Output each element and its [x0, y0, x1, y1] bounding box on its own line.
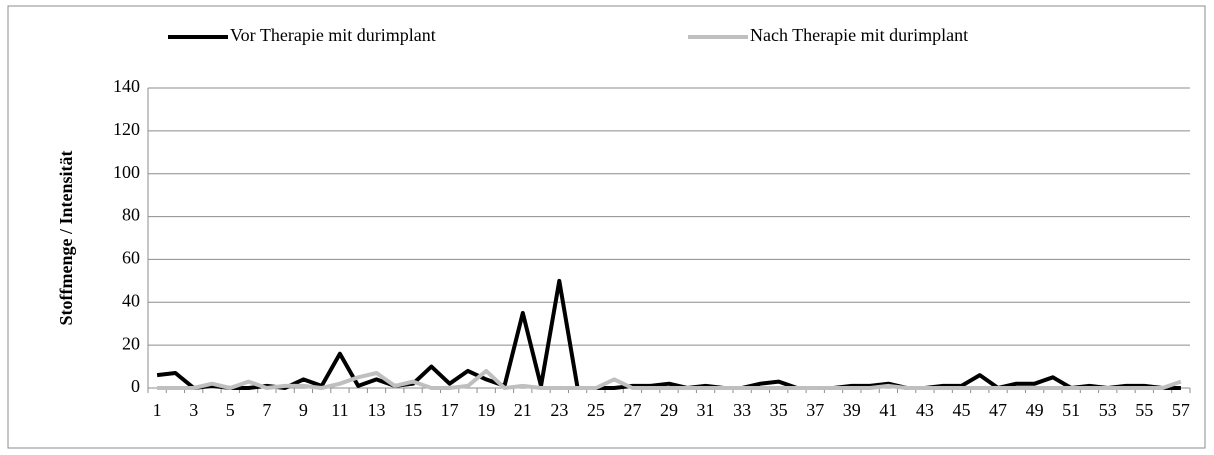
x-tick-label: 31 [697, 400, 715, 420]
x-tick-label: 9 [299, 400, 308, 420]
x-tick-label: 25 [587, 400, 605, 420]
y-tick-label: 60 [122, 248, 140, 268]
data-line [156, 278, 1181, 390]
x-tick-label: 37 [806, 400, 824, 420]
data-line [157, 368, 1182, 390]
x-tick-label: 43 [916, 400, 934, 420]
x-tick-label: 23 [550, 400, 568, 420]
y-tick-label: 40 [122, 290, 140, 310]
y-tick-label: 0 [131, 376, 140, 396]
legend-label: Vor Therapie mit durimplant [230, 25, 436, 45]
x-tick-label: 51 [1062, 400, 1080, 420]
y-tick-label: 100 [113, 162, 140, 182]
x-tick-label: 53 [1099, 400, 1117, 420]
y-tick-label: 120 [113, 119, 140, 139]
x-tick-label: 13 [368, 400, 386, 420]
y-tick-label: 80 [122, 205, 140, 225]
x-tick-label: 49 [1026, 400, 1044, 420]
x-tick-label: 29 [660, 400, 678, 420]
x-tick-label: 39 [843, 400, 861, 420]
x-tick-label: 17 [441, 400, 459, 420]
x-tick-label: 33 [733, 400, 751, 420]
x-tick-label: 11 [331, 400, 348, 420]
x-tick-label: 5 [226, 400, 235, 420]
x-tick-label: 21 [514, 400, 532, 420]
x-tick-label: 47 [989, 400, 1007, 420]
y-axis-label: Stoffmenge / Intensität [56, 151, 76, 326]
x-tick-label: 55 [1135, 400, 1153, 420]
x-tick-label: 19 [477, 400, 495, 420]
chart-border [7, 5, 1206, 449]
x-tick-label: 1 [153, 400, 162, 420]
x-tick-label: 57 [1172, 400, 1190, 420]
x-tick-label: 35 [770, 400, 788, 420]
x-tick-label: 15 [404, 400, 422, 420]
y-tick-label: 140 [113, 76, 140, 96]
x-tick-label: 7 [262, 400, 271, 420]
legend-label: Nach Therapie mit durimplant [750, 25, 968, 45]
x-tick-label: 3 [189, 400, 198, 420]
x-tick-label: 45 [952, 400, 970, 420]
y-tick-label: 20 [122, 333, 140, 353]
x-tick-label: 41 [879, 400, 897, 420]
x-tick-label: 27 [623, 400, 641, 420]
